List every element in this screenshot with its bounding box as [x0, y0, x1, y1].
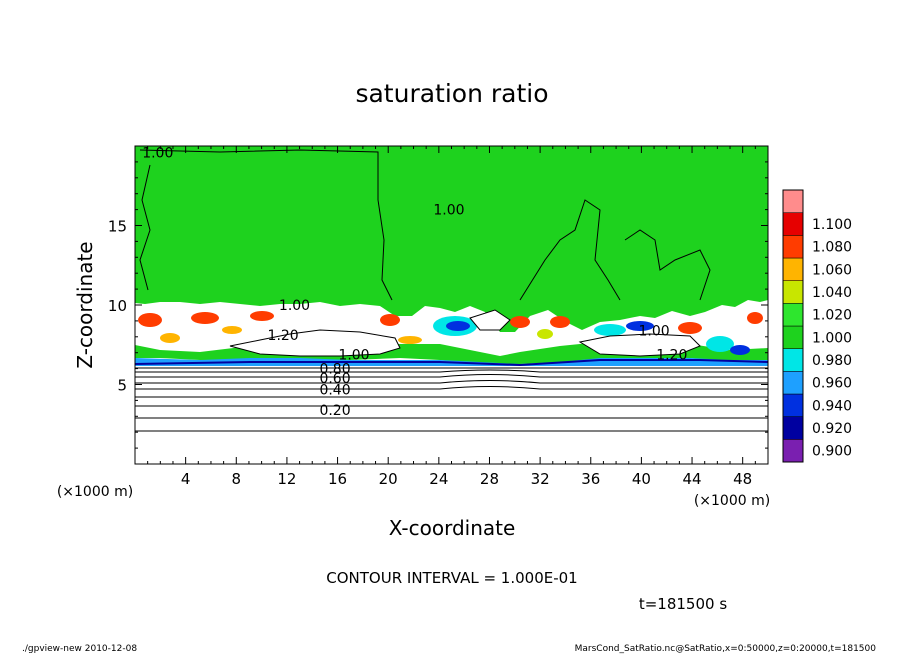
z-tick-label: 10	[108, 297, 127, 315]
upper-contours	[139, 149, 711, 301]
time-label: t=181500 s	[639, 595, 727, 613]
x-axis: 4 8 12 16 20 24 28 32 36 40 44 48	[147, 146, 756, 488]
colorbar-cell	[782, 393, 804, 417]
colorbar-cell	[782, 416, 804, 440]
colorbar-cell	[782, 235, 804, 259]
x-axis-label: X-coordinate	[389, 516, 516, 540]
contour-label: 0.60	[319, 371, 350, 387]
cloud-layer-patches	[138, 311, 763, 355]
colorbar-label: 1.080	[812, 240, 852, 256]
colorbar-label: 0.920	[812, 421, 852, 437]
colorbar-label: 0.940	[812, 398, 852, 414]
colorbar-cell	[782, 212, 804, 236]
x-tick-label: 32	[531, 470, 550, 488]
colorbar-label: 0.960	[812, 376, 852, 392]
z-axis: 5 10 15	[108, 161, 768, 449]
cloud-core-center	[469, 309, 511, 331]
footer-left: ./gpview-new 2010-12-08	[22, 644, 137, 654]
green-saturation-region	[135, 146, 768, 332]
colorbar-cell	[782, 439, 804, 463]
x-tick-label: 44	[682, 470, 701, 488]
x-tick-label: 12	[277, 470, 296, 488]
x-tick-label: 28	[480, 470, 499, 488]
colorbar-label: 1.020	[812, 308, 852, 324]
colorbar-cell	[782, 257, 804, 281]
contour-interval: CONTOUR INTERVAL = 1.000E-01	[326, 569, 577, 587]
contour-labels: 1.00 1.00 1.00 1.20 1.00 1.00 1.20 0.800.600.40…	[142, 145, 687, 419]
contour-label: 1.00	[142, 145, 173, 161]
colorbar-label: 1.000	[812, 330, 852, 346]
x-tick-label: 20	[379, 470, 398, 488]
colorbar-cell	[782, 303, 804, 327]
colorbar-label: 1.040	[812, 285, 852, 301]
colorbar-label: 1.060	[812, 262, 852, 278]
colorbar-cell	[782, 325, 804, 349]
z-axis-label: Z-coordinate	[73, 241, 97, 368]
x-unit-left: (×1000 m)	[57, 484, 133, 500]
contour-label: 0.80	[319, 362, 350, 378]
cloud-core-left	[229, 329, 401, 357]
colorbar-cell	[782, 371, 804, 395]
colorbar-label: 0.900	[812, 444, 852, 460]
z-tick-label: 5	[117, 377, 127, 395]
plot-area: 1.00 1.00 1.00 1.20 1.00 1.00 1.20 0.800.600.40…	[135, 145, 768, 464]
contour-label: 1.00	[338, 347, 369, 363]
x-tick-label: 16	[328, 470, 347, 488]
deep-blue-line	[135, 359, 768, 367]
contour-label: 0.20	[319, 403, 350, 419]
x-tick-label: 4	[181, 470, 191, 488]
x-tick-label: 36	[581, 470, 600, 488]
x-tick-label: 8	[232, 470, 242, 488]
chart-title: saturation ratio	[355, 79, 548, 108]
contour-label: 1.20	[656, 347, 687, 363]
colorbar-cell	[782, 189, 804, 213]
colorbar-cell	[782, 348, 804, 372]
contour-label: 1.00	[433, 203, 464, 219]
z-tick-label: 15	[108, 218, 127, 236]
cloud-core-right	[578, 333, 701, 357]
contour-label: 1.20	[268, 328, 299, 344]
x-unit-right: (×1000 m)	[694, 493, 770, 509]
colorbar-frame	[782, 189, 804, 463]
footer-right: MarsCond_SatRatio.nc@SatRatio,x=0:50000,…	[575, 644, 877, 654]
contour-label: 1.00	[279, 298, 310, 314]
colorbar-label: 1.100	[812, 217, 852, 233]
contour-label: 1.00	[638, 323, 669, 339]
x-tick-label: 24	[429, 470, 448, 488]
colorbar: 0.900 0.920 0.940 0.960 0.980 1.000 1.020 1.040…	[782, 189, 852, 463]
colorbar-cell	[782, 280, 804, 304]
colorbar-label: 0.980	[812, 353, 852, 369]
stratified-contours	[135, 367, 768, 432]
contour-label: 0.40	[319, 382, 350, 398]
x-tick-label: 48	[733, 470, 752, 488]
x-tick-label: 40	[632, 470, 651, 488]
